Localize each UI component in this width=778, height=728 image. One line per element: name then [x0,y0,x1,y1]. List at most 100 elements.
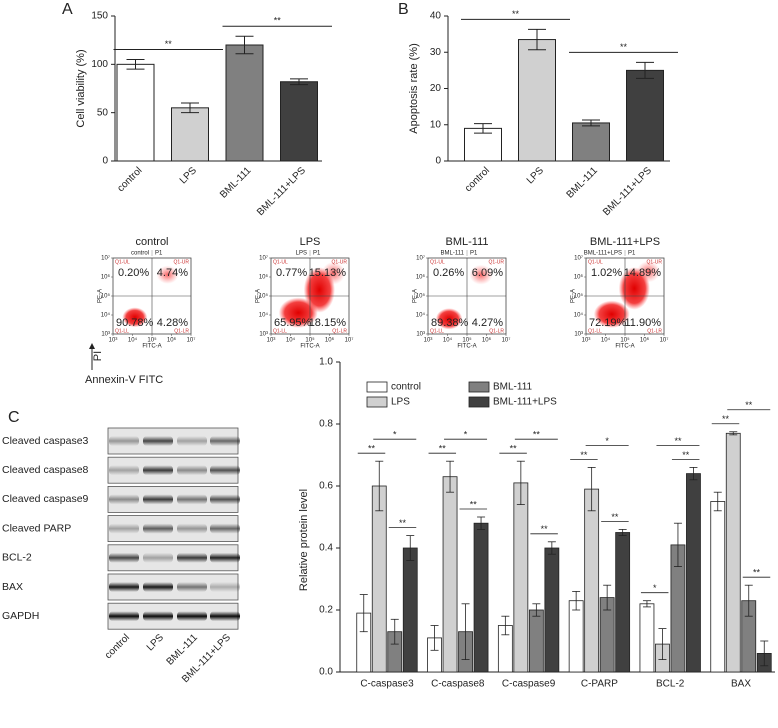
blot-row-label: Cleaved caspase9 [2,493,89,505]
x-tick-label: 10⁵ [620,337,630,344]
bar [584,488,600,673]
x-tick-label: BML-111 [565,165,601,201]
y-axis-title: PE-A [98,289,104,303]
quadrant-name: Q1-UR [488,259,504,265]
blot-row-label: BCL-2 [2,552,32,564]
bar [615,532,631,673]
y-tick-label: 50 [97,107,109,118]
blot-row-label: Cleaved caspase8 [2,464,89,476]
blot-lane-label: LPS [145,632,166,653]
significance-label: ** [368,444,376,454]
y-tick-label: 10⁶ [101,274,111,281]
bar [225,44,264,162]
y-axis-title: PE-A [413,289,419,303]
flow-title: BML-111+LPS [590,236,660,248]
event-cloud [156,265,179,284]
blot-band [177,465,207,476]
y-tick-label: 1.0 [319,357,333,368]
quadrant-percent: 89.38% [431,317,469,329]
blot-row-label: Cleaved caspase3 [2,435,89,447]
bar [402,547,418,673]
x-tick-label: C-PARP [581,679,618,690]
y-axis-title: Relative protein level [298,489,310,591]
bar [518,39,556,162]
blot-band [177,523,207,534]
significance-label: * [653,583,657,593]
event-cloud [469,264,493,285]
legend-swatch [366,381,388,393]
x-tick-label: 10⁶ [640,337,650,344]
flow-title: LPS [300,236,321,248]
significance-label: ** [510,444,518,454]
quadrant-name: Q1-LL [273,328,287,334]
y-tick-label: 20 [430,83,442,94]
legend-label: BML-111+LPS [493,397,557,408]
quadrant-percent: 4.74% [157,267,188,279]
quadrant-percent: 14.89% [624,267,662,279]
legend-swatch [468,381,490,393]
quadrant-percent: 4.27% [472,317,503,329]
y-tick-label: 10⁷ [574,255,583,262]
x-tick-label: C-caspase3 [360,679,414,690]
quadrant-percent: 0.20% [118,267,149,279]
x-tick-label: 10³ [582,338,591,344]
x-tick-label: LPS [525,165,546,186]
y-axis-title: Cell viability (%) [75,49,87,127]
quadrant-name: Q1-UR [173,259,189,265]
panel-label: C [8,409,20,426]
significance-label: ** [620,42,628,52]
y-tick-label: 10³ [259,332,268,338]
blot-band [177,582,207,592]
quadrant-name: Q1-UR [331,259,347,265]
bar [442,476,458,673]
x-tick-label: 10⁷ [345,337,354,344]
x-tick-label: 10⁶ [482,337,492,344]
bar [513,482,529,673]
blot-band [210,552,240,563]
blot-band [109,523,139,534]
x-tick-label: 10⁵ [462,337,472,344]
gate-name: P1 [628,251,636,257]
event-cloud [321,261,346,285]
x-tick-label: 10⁴ [128,337,138,344]
blot-band [143,552,173,563]
significance-label: ** [674,436,682,446]
quadrant-percent: 72.19% [589,317,627,329]
x-tick-label: 10⁶ [167,337,177,344]
x-tick-label: 10⁴ [286,337,296,344]
bar [639,603,655,673]
y-tick-label: 10⁷ [416,255,425,262]
significance-label: ** [439,444,447,454]
y-tick-label: 10⁵ [259,293,269,300]
blot-band [210,436,240,446]
y-tick-label: 10⁶ [416,274,426,281]
blot-band [109,465,139,476]
x-tick-label: control [115,165,144,194]
quadrant-percent: 6.09% [472,267,503,279]
x-axis-title: FITC-A [300,344,319,350]
y-tick-label: 10 [430,119,442,130]
blot-band [109,494,139,505]
blot-band [210,465,240,476]
x-axis-title: FITC-A [142,344,161,350]
x-tick-label: C-caspase9 [502,679,556,690]
y-tick-label: 10³ [574,332,583,338]
event-cloud [435,308,463,330]
y-tick-label: 10³ [101,332,110,338]
significance-label: ** [274,16,282,26]
gate-sample: control [131,251,149,257]
x-tick-label: BML-111+LPS [601,165,654,218]
blot-band [177,436,207,446]
quadrant-name: Q1-UL [273,259,288,265]
quadrant-name: Q1-UL [115,259,130,265]
y-tick-label: 0.8 [319,419,333,430]
blot-band [143,582,173,592]
blot-band [143,611,173,622]
y-tick-label: 10⁶ [574,274,584,281]
quadrant-percent: 18.15% [309,317,347,329]
bar [464,127,502,162]
quadrant-name: Q1-LL [115,328,129,334]
quadrant-name: Q1-UL [588,259,603,265]
y-tick-label: 10⁷ [259,255,268,262]
